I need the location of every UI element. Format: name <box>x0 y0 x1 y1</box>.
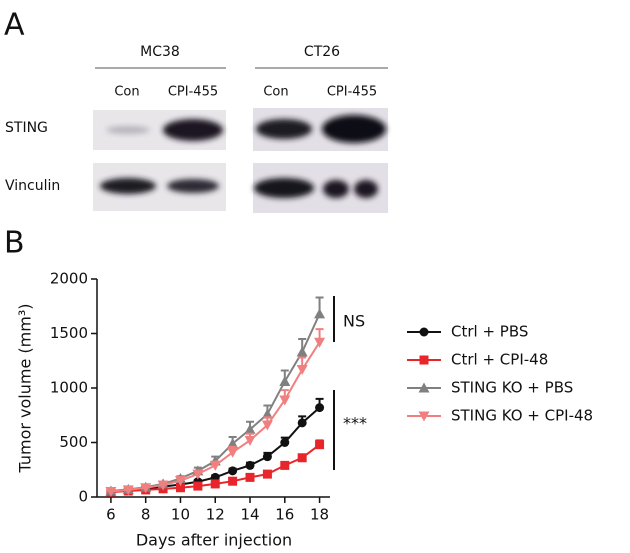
point <box>244 435 256 446</box>
point <box>228 476 238 486</box>
point <box>210 479 220 489</box>
point <box>279 395 291 406</box>
point <box>245 472 255 482</box>
lane-label: CPI-455 <box>327 85 377 100</box>
point <box>244 423 256 434</box>
point <box>227 438 239 449</box>
group-label: CT26 <box>304 44 340 60</box>
annotation: NS <box>343 312 365 331</box>
point <box>297 453 307 463</box>
point <box>297 418 307 428</box>
legend-marker <box>418 382 430 393</box>
point <box>262 469 272 479</box>
y-tick-label: 1500 <box>50 324 88 342</box>
y-axis-title: Tumor volume (mm³) <box>16 304 35 474</box>
group-label: MC38 <box>140 44 180 60</box>
point <box>262 452 272 462</box>
point <box>314 308 326 319</box>
point <box>228 466 238 476</box>
panel-label: B <box>4 226 25 261</box>
point <box>122 485 134 496</box>
point <box>193 481 203 491</box>
legend-marker <box>419 355 429 365</box>
y-tick-label: 2000 <box>50 270 88 288</box>
point <box>105 487 117 498</box>
lane-label: Con <box>263 85 288 100</box>
point <box>192 469 204 480</box>
legend-label: STING KO + CPI-48 <box>451 407 593 425</box>
point <box>296 364 308 375</box>
legend-label: Ctrl + CPI-48 <box>451 351 548 369</box>
point <box>157 480 169 491</box>
x-tick-label: 12 <box>206 506 225 524</box>
row-label: Vinculin <box>5 178 60 194</box>
point <box>261 420 273 431</box>
point <box>280 460 290 470</box>
point <box>227 447 239 458</box>
x-tick-label: 10 <box>171 506 190 524</box>
legend-marker <box>419 327 429 337</box>
y-tick-label: 0 <box>78 488 88 506</box>
y-tick-label: 500 <box>59 433 88 451</box>
lane-label: Con <box>114 85 139 100</box>
point <box>314 337 326 348</box>
x-tick-label: 8 <box>141 506 151 524</box>
lane-label: CPI-455 <box>168 85 218 100</box>
legend-label: Ctrl + PBS <box>451 323 528 341</box>
x-tick-label: 18 <box>310 506 329 524</box>
point <box>174 476 186 487</box>
annotation: *** <box>343 414 367 433</box>
x-tick-label: 14 <box>240 506 259 524</box>
x-axis-title: Days after injection <box>136 531 292 550</box>
x-tick-label: 6 <box>106 506 116 524</box>
point <box>279 375 291 386</box>
point <box>296 346 308 357</box>
point <box>140 483 152 494</box>
row-label: STING <box>5 120 48 136</box>
point <box>315 440 325 450</box>
legend-marker <box>418 411 430 422</box>
point <box>209 460 221 471</box>
point <box>261 408 273 419</box>
point <box>280 438 290 447</box>
y-tick-label: 1000 <box>50 379 88 397</box>
x-tick-label: 16 <box>275 506 294 524</box>
point <box>315 403 325 413</box>
legend-label: STING KO + PBS <box>451 379 573 397</box>
point <box>175 483 185 493</box>
point <box>245 460 255 470</box>
blot <box>93 108 388 213</box>
panel-label: A <box>4 8 25 43</box>
